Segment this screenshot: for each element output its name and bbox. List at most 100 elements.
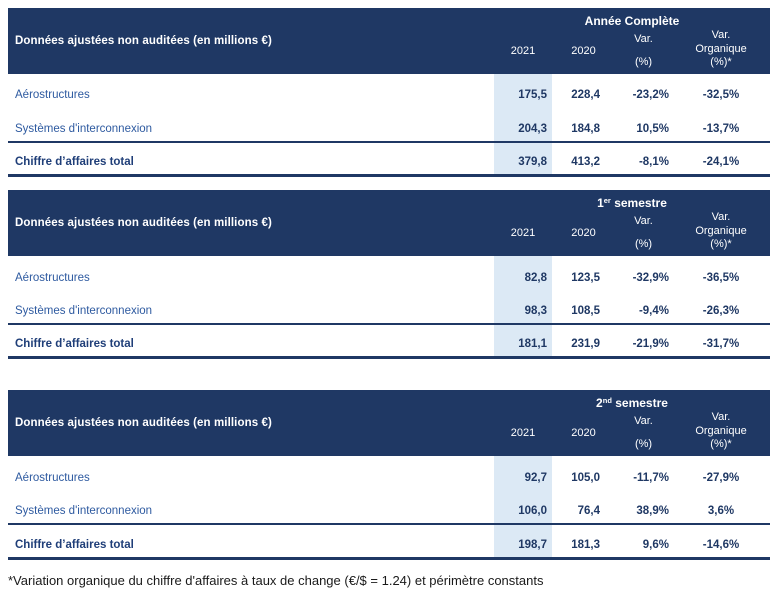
value-2020: 105,0: [571, 471, 600, 484]
value-var-organique: -26,3%: [702, 304, 740, 317]
row-label: Chiffre d’affaires total: [15, 338, 134, 351]
footnote: *Variation organique du chiffre d'affair…: [8, 572, 544, 588]
period-title: 2nd semestre: [494, 390, 770, 410]
value-var: 9,6%: [642, 538, 669, 551]
col-header-var-organique: Var. Organique (%)*: [672, 210, 770, 256]
value-2021: 92,7: [494, 456, 552, 490]
value-var-organique: -31,7%: [702, 338, 740, 351]
col-header-2021-text: 2021: [510, 227, 536, 240]
table-row-aerostructures: Aérostructures 82,8 123,5 -32,9% -36,5%: [8, 256, 770, 290]
column-headers: 2021 2020 Var. (%) Var. Organique (%)*: [494, 28, 770, 74]
period-title: 1er semestre: [494, 190, 770, 210]
col-header-2020: 2020: [552, 410, 615, 456]
col-header-2020-text: 2020: [571, 45, 596, 57]
table-row-total: Chiffre d’affaires total 198,7 181,3 9,6…: [8, 523, 770, 557]
value-var: -8,1%: [638, 156, 669, 169]
table-header: Données ajustées non auditées (en millio…: [8, 8, 770, 74]
value-2021: 106,0: [494, 489, 552, 524]
period-title: Année Complète: [494, 8, 770, 28]
col-header-varorg-line3: (%)*: [710, 56, 732, 68]
value-var-organique: -32,5%: [702, 89, 740, 102]
value-2020: 231,9: [571, 338, 600, 351]
value-2020: 181,3: [571, 538, 600, 551]
value-var-organique: -14,6%: [702, 538, 740, 551]
table-header: Données ajustées non auditées (en millio…: [8, 390, 770, 457]
value-2021: 379,8: [494, 142, 552, 175]
row-label: Aérostructures: [15, 271, 90, 284]
period-title-rest: semestre: [611, 396, 668, 411]
table-premier-semestre: Données ajustées non auditées (en millio…: [8, 190, 770, 360]
value-var: 38,9%: [636, 505, 669, 518]
col-header-varorg-line2: Organique: [695, 224, 747, 237]
table-row-aerostructures: Aérostructures 175,5 228,4 -23,2% -32,5%: [8, 74, 770, 108]
column-header-group: 1er semestre 2021 2020 Var. (%) Var. Organ…: [494, 190, 770, 256]
value-var: -32,9%: [632, 271, 669, 284]
col-header-varorg-line3: (%)*: [710, 238, 732, 251]
value-var: -23,2%: [632, 89, 669, 102]
period-title-sup: nd: [602, 396, 612, 406]
col-header-var-line1: Var.: [634, 415, 653, 428]
row-header-label: Données ajustées non auditées (en millio…: [15, 417, 272, 430]
value-2020: 413,2: [571, 156, 600, 169]
table-header: Données ajustées non auditées (en millio…: [8, 190, 770, 257]
col-header-varorg-line2: Organique: [695, 42, 747, 55]
value-2021: 204,3: [494, 107, 552, 141]
col-header-var-line1: Var.: [634, 33, 653, 45]
value-2020: 108,5: [571, 304, 600, 317]
col-header-2021: 2021: [494, 410, 552, 456]
value-2020: 76,4: [577, 505, 600, 518]
value-2020: 228,4: [571, 89, 600, 102]
row-header-label: Données ajustées non auditées (en millio…: [15, 217, 272, 230]
value-2020: 123,5: [571, 271, 600, 284]
col-header-2020-text: 2020: [571, 427, 596, 440]
col-header-2021-text: 2021: [510, 427, 536, 440]
table-row-total: Chiffre d’affaires total 379,8 413,2 -8,…: [8, 140, 770, 175]
period-title-text: 1: [597, 196, 604, 211]
value-var: -21,9%: [632, 338, 669, 351]
column-headers: 2021 2020 Var. (%) Var. Organique (%)*: [494, 410, 770, 456]
row-label: Chiffre d’affaires total: [15, 538, 134, 551]
table-row-aerostructures: Aérostructures 92,7 105,0 -11,7% -27,9%: [8, 456, 770, 490]
value-var-organique: -36,5%: [702, 271, 740, 284]
value-2021: 82,8: [494, 256, 552, 290]
col-header-var-line2: (%): [634, 438, 653, 451]
column-header-group: 2nd semestre 2021 2020 Var. (%) Var. Organ…: [494, 390, 770, 456]
value-2021: 198,7: [494, 525, 552, 557]
col-header-2021: 2021: [494, 210, 552, 256]
col-header-var-line2: (%): [634, 238, 653, 251]
col-header-2020-text: 2020: [571, 227, 596, 240]
row-header-label: Données ajustées non auditées (en millio…: [15, 35, 272, 47]
column-headers: 2021 2020 Var. (%) Var. Organique (%)*: [494, 210, 770, 256]
col-header-2020: 2020: [552, 210, 615, 256]
row-label: Systèmes d'interconnexion: [15, 304, 153, 317]
document-page: Données ajustées non auditées (en millio…: [8, 8, 770, 588]
row-label: Aérostructures: [15, 89, 90, 102]
table-annee-complete: Données ajustées non auditées (en millio…: [8, 8, 770, 178]
col-header-varorg-line3: (%)*: [710, 438, 732, 451]
col-header-var: Var. (%): [615, 28, 672, 74]
value-var: 10,5%: [636, 122, 669, 135]
col-header-2021-text: 2021: [510, 45, 536, 57]
col-header-var: Var. (%): [615, 210, 672, 256]
col-header-var-line1: Var.: [634, 215, 653, 228]
table-second-semestre: Données ajustées non auditées (en millio…: [8, 390, 770, 560]
value-2020: 184,8: [571, 122, 600, 135]
period-title-rest: semestre: [610, 196, 667, 211]
col-header-var-line2: (%): [634, 56, 653, 68]
value-2021: 175,5: [494, 74, 552, 108]
period-title-text: 2: [596, 396, 603, 411]
value-2021: 98,3: [494, 289, 552, 323]
row-label: Aérostructures: [15, 471, 90, 484]
table-row-systemes-interconnexion: Systèmes d'interconnexion 98,3 108,5 -9,…: [8, 289, 770, 323]
period-title-text: Année Complète: [584, 14, 680, 28]
col-header-2021: 2021: [494, 28, 552, 74]
value-var-organique: -13,7%: [702, 122, 740, 135]
col-header-var-organique: Var. Organique (%)*: [672, 410, 770, 456]
col-header-varorg-line1: Var.: [711, 411, 731, 424]
value-var-organique: -24,1%: [702, 156, 740, 169]
row-label: Chiffre d’affaires total: [15, 156, 134, 169]
col-header-var: Var. (%): [615, 410, 672, 456]
row-label: Systèmes d'interconnexion: [15, 505, 153, 518]
col-header-varorg-line1: Var.: [711, 211, 731, 224]
col-header-varorg-line1: Var.: [711, 29, 731, 41]
